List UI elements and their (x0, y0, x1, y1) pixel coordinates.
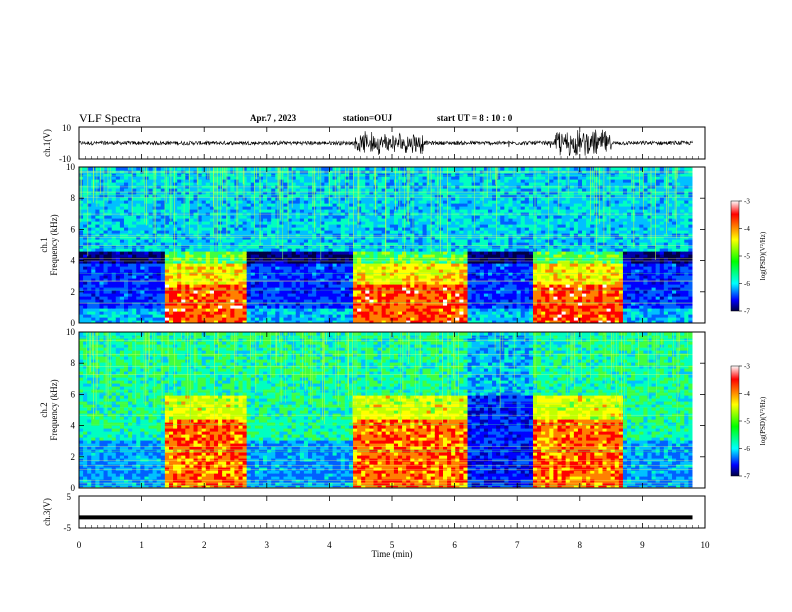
x-tick-label: 6 (452, 540, 457, 550)
spec-ytick-label: 4 (71, 421, 76, 431)
ch1-ytick-top: 10 (62, 123, 72, 133)
spec-ytick-label: 8 (71, 358, 76, 368)
spec-ytick-label: 0 (71, 318, 76, 328)
x-tick-label: 8 (578, 540, 583, 550)
colorbar-tick-label: -4 (744, 225, 750, 233)
x-tick-label: 9 (640, 540, 645, 550)
ch2-spec-ylabel-frequency: Frequency (kHz) (49, 379, 59, 440)
spec-ytick-label: 2 (71, 452, 76, 462)
colorbar-tick-label: -6 (744, 280, 750, 288)
start-time-label: start UT = 8 : 10 : 0 (437, 113, 513, 123)
waveform-ch1-line (79, 129, 693, 156)
spec-ytick-label: 8 (71, 193, 76, 203)
colorbar-tick-label: -5 (744, 418, 750, 426)
colorbar-ch2: -3 -4 -5 -6 -7 log(PSD)(V²/Hz) (730, 363, 767, 481)
spectrogram-ch1-panel: 0 2 4 6 8 10 ch.1 Frequency (kHz) (39, 162, 706, 328)
ch3-ytick-bottom: -5 (64, 523, 72, 533)
colorbar-tick-label: -3 (744, 363, 750, 371)
ch1-spec-ylabel-frequency: Frequency (kHz) (49, 214, 59, 275)
ch1-ylabel: ch.1(V) (42, 129, 52, 157)
spec-ytick-label: 10 (66, 327, 76, 337)
chart-title: VLF Spectra (79, 111, 141, 125)
spec-ytick-label: 6 (71, 389, 76, 399)
x-tick-label: 0 (77, 540, 82, 550)
x-tick-label: 2 (202, 540, 207, 550)
x-tick-label: 5 (390, 540, 395, 550)
x-axis-label: Time (min) (372, 549, 413, 559)
spec-ytick-label: 0 (71, 483, 76, 493)
spectrogram-ch2-panel: 0 2 4 6 8 10 ch.2 Frequency (kHz) (39, 327, 706, 493)
spec-ytick-label: 6 (71, 224, 76, 234)
spec-ytick-label: 2 (71, 287, 76, 297)
spec-ytick-label: 10 (66, 162, 76, 172)
colorbar-tick-label: -6 (744, 445, 750, 453)
ch3-ytick-top: 5 (67, 492, 72, 502)
waveform-ch1-trace (79, 129, 693, 156)
ch1-spec-ylabel-channel: ch.1 (39, 237, 49, 252)
colorbar-tick-label: -5 (744, 253, 750, 261)
spec-ytick-label: 4 (71, 256, 76, 266)
ch2-spec-ylabel-channel: ch.2 (39, 402, 49, 417)
date-label: Apr.7 , 2023 (250, 113, 297, 123)
x-tick-label: 3 (265, 540, 270, 550)
x-tick-label: 4 (327, 540, 332, 550)
station-label: station=OUJ (343, 113, 393, 123)
x-tick-label: 7 (515, 540, 520, 550)
x-axis: 0 1 2 3 4 5 6 7 8 9 10 (77, 127, 710, 550)
waveform-ch1-panel: 10 -10 ch.1(V) (42, 123, 706, 164)
ch3-ylabel: ch.3(V) (42, 498, 52, 526)
x-tick-label: 1 (139, 540, 144, 550)
colorbar-ch1: -3 -4 -5 -6 -7 log(PSD)(V²/Hz) (730, 198, 767, 316)
colorbar-ch2-label: log(PSD)(V²/Hz) (759, 396, 767, 445)
colorbar-tick-label: -7 (744, 473, 750, 481)
colorbar-tick-label: -3 (744, 198, 750, 206)
colorbar-tick-label: -7 (744, 308, 750, 316)
x-tick-label: 10 (701, 540, 711, 550)
spectrogram-ch2-image (79, 332, 705, 488)
ch1-ytick-bottom: -10 (59, 154, 71, 164)
spectrogram-ch1-image (79, 167, 705, 323)
waveform-ch3-panel: 5 -5 ch.3(V) (42, 492, 706, 533)
colorbar-ch1-label: log(PSD)(V²/Hz) (759, 231, 767, 280)
colorbar-tick-label: -4 (744, 390, 750, 398)
